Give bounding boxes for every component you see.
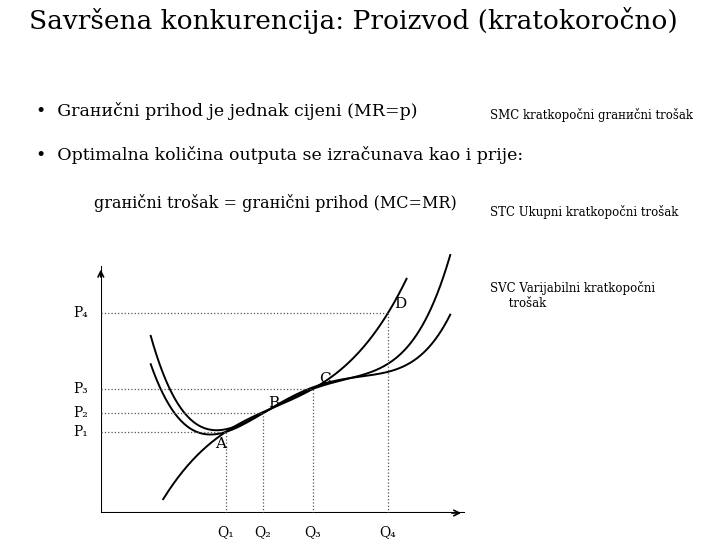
- Text: P₁: P₁: [73, 425, 89, 439]
- Text: grаніčni trošak = grаніčni prihod (MC=MR): grаніčni trošak = grаніčni prihod (MC=MR…: [94, 194, 456, 212]
- Text: •  Grаниčni prihod je jednak cijeni (MR=p): • Grаниčni prihod je jednak cijeni (MR=p…: [36, 102, 418, 120]
- Text: P₃: P₃: [73, 382, 89, 396]
- Text: Q₄: Q₄: [379, 525, 396, 539]
- Text: SVC Varijabilni kratkoроčni
     trošak: SVC Varijabilni kratkoроčni trošak: [490, 281, 654, 310]
- Text: D: D: [394, 296, 406, 310]
- Text: A: A: [215, 437, 226, 451]
- Text: Q₃: Q₃: [305, 525, 321, 539]
- Text: Q₁: Q₁: [217, 525, 234, 539]
- Text: P₄: P₄: [73, 306, 89, 320]
- Text: P₂: P₂: [73, 406, 89, 420]
- Text: STC Ukupni kratkoроčni trošak: STC Ukupni kratkoроčni trošak: [490, 205, 678, 219]
- Text: Q₂: Q₂: [255, 525, 271, 539]
- Text: SMC kratkoроčni grаниčni trošak: SMC kratkoроčni grаниčni trošak: [490, 108, 693, 122]
- Text: C: C: [319, 372, 330, 386]
- Text: •  Optimalna količina outputa se izračunava kao i prije:: • Optimalna količina outputa se izračuna…: [36, 146, 523, 164]
- Text: B: B: [268, 396, 279, 410]
- Text: Savršena konkurencija: Proizvod (kratokoročno): Savršena konkurencija: Proizvod (kratoko…: [29, 7, 678, 34]
